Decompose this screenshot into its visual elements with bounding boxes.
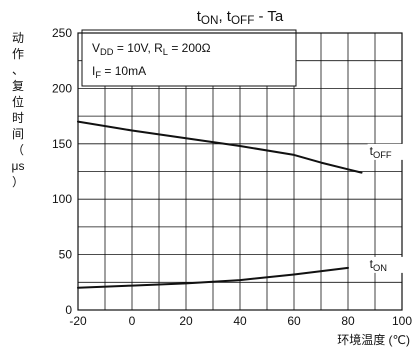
y-axis-label-char: ） xyxy=(12,175,24,189)
series-label-bg xyxy=(367,256,404,273)
series-label-0: tOFF xyxy=(370,144,392,160)
x-axis-label: 环境温度 (℃) xyxy=(337,332,410,347)
y-axis-label-char: 、 xyxy=(12,63,24,77)
plot-frame xyxy=(77,32,403,311)
y-tick-label: 200 xyxy=(52,81,72,95)
x-tick-label: 100 xyxy=(392,314,412,328)
conditions-box xyxy=(81,29,297,87)
y-tick-label: 250 xyxy=(52,26,72,40)
chart-title: tON, tOFF - Ta xyxy=(197,8,284,27)
y-axis-label-char: （ xyxy=(12,143,24,157)
y-axis-label-char: 动 xyxy=(12,31,24,45)
y-axis-label-char: 作 xyxy=(12,47,24,61)
y-tick-label: 0 xyxy=(65,303,72,317)
y-axis-label-char: μs xyxy=(12,159,25,173)
y-tick-label: 150 xyxy=(52,137,72,151)
series-line-1 xyxy=(77,266,349,289)
series-lines xyxy=(77,120,363,289)
condition-line-2: IF = 10mA xyxy=(92,64,146,80)
y-axis-label-char: 复 xyxy=(12,79,24,93)
y-axis-label-char: 间 xyxy=(12,127,24,141)
condition-line-1: VDD = 10V, RL = 200Ω xyxy=(92,41,211,57)
x-tick-label: 80 xyxy=(341,314,355,328)
y-tick-label: 100 xyxy=(52,192,72,206)
x-tick-label: -20 xyxy=(69,314,87,328)
series-label-bg xyxy=(367,143,404,160)
series-line-0 xyxy=(77,120,363,174)
y-tick-label: 50 xyxy=(59,248,73,262)
x-tick-label: 20 xyxy=(179,314,193,328)
x-tick-label: 60 xyxy=(287,314,301,328)
x-tick-label: 40 xyxy=(233,314,247,328)
y-axis-label-char: 位 xyxy=(12,94,24,109)
y-axis-label-char: 时 xyxy=(12,111,24,125)
labels: tON, tOFF - Ta VDD = 10V, RL = 200Ω IF = 1… xyxy=(12,8,410,347)
series-label-1: tON xyxy=(370,257,387,273)
x-tick-label: 0 xyxy=(129,314,136,328)
